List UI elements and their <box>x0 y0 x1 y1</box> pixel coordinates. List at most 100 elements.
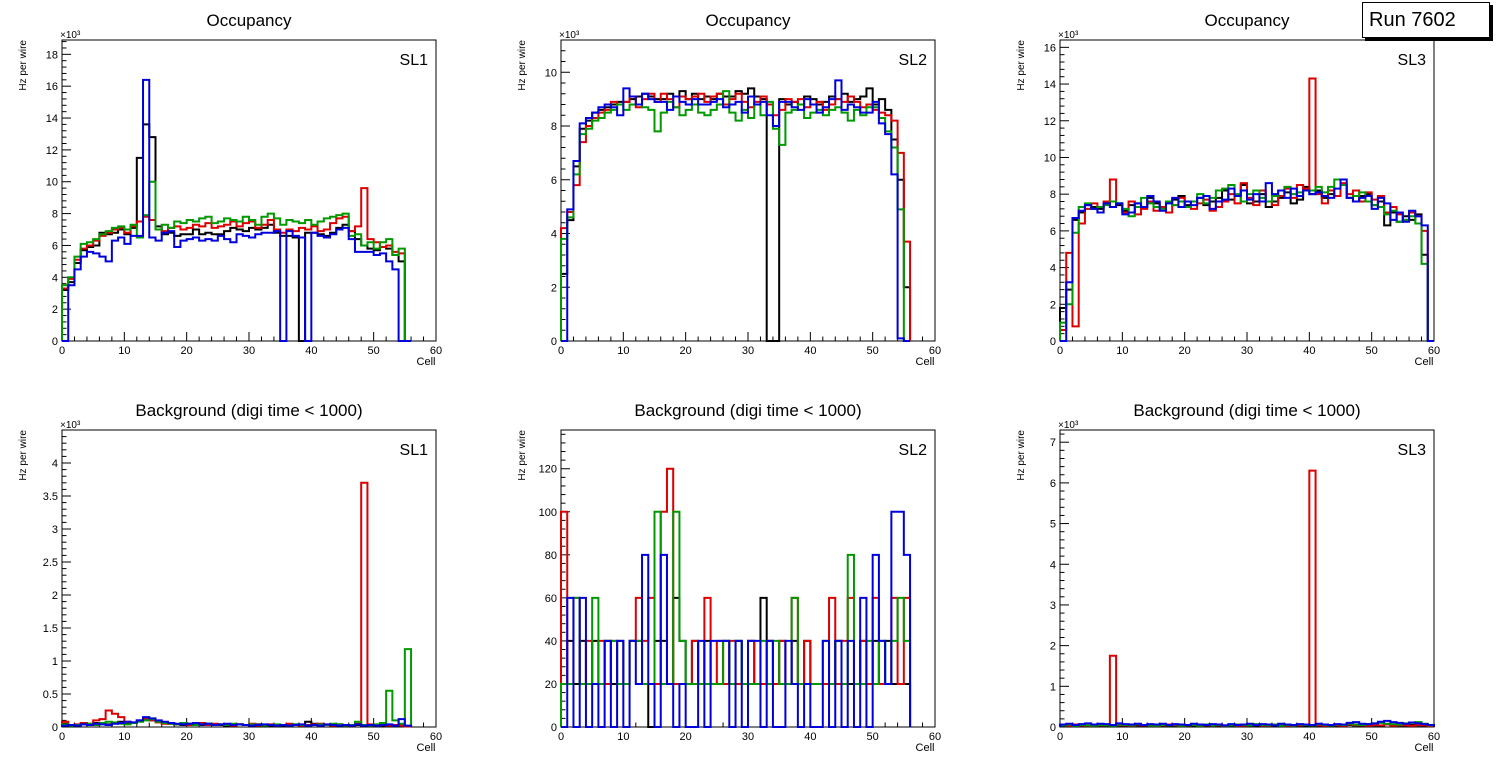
y-tick-label: 20 <box>545 679 557 691</box>
axis-ticks <box>61 41 437 342</box>
y-tick-label: 0 <box>551 722 557 734</box>
x-tick-label: 30 <box>742 345 754 357</box>
histogram-layer4 <box>561 79 911 342</box>
panel-title: Background (digi time < 1000) <box>634 401 861 420</box>
x-axis-label: Cell <box>1415 356 1434 368</box>
y-axis-label: Hz per wire <box>1016 430 1027 481</box>
y-tick-label: 6 <box>1050 478 1056 490</box>
axis-ticks <box>560 39 936 342</box>
x-tick-label: 30 <box>742 731 754 743</box>
y-tick-label: 2 <box>52 590 58 602</box>
y-tick-label: 80 <box>545 550 557 562</box>
x-tick-label: 50 <box>867 345 879 357</box>
histogram-layer4 <box>1059 719 1435 727</box>
panel-title: Background (digi time < 1000) <box>1133 401 1360 420</box>
y-tick-label: 2 <box>551 282 557 294</box>
x-tick-label: 50 <box>1366 345 1378 357</box>
histogram-layer4 <box>61 716 413 727</box>
x-tick-label: 20 <box>680 731 692 743</box>
x-tick-label: 60 <box>1428 731 1440 743</box>
x-tick-label: 20 <box>1179 731 1191 743</box>
x-tick-label: 40 <box>305 345 317 357</box>
histogram-layer2 <box>61 481 413 728</box>
y-tick-label: 2 <box>1050 641 1056 653</box>
y-tick-label: 6 <box>551 175 557 187</box>
y-axis-label: Hz per wire <box>1016 40 1027 91</box>
exponent-label: ×10³ <box>60 420 81 431</box>
x-tick-label: 0 <box>59 345 65 357</box>
x-tick-label: 20 <box>181 731 193 743</box>
y-tick-label: 40 <box>545 636 557 648</box>
panel-label: SL2 <box>899 52 928 69</box>
y-axis-label: Hz per wire <box>18 40 29 91</box>
y-tick-label: 0 <box>1050 722 1056 734</box>
panel-title: Occupancy <box>206 11 292 30</box>
y-tick-label: 0 <box>1050 336 1056 348</box>
y-tick-label: 4 <box>551 229 557 241</box>
y-tick-label: 7 <box>1050 437 1056 449</box>
y-tick-label: 0 <box>52 722 58 734</box>
y-tick-label: 4 <box>1050 559 1056 571</box>
y-tick-label: 4 <box>52 272 58 284</box>
plot-frame <box>61 429 437 728</box>
y-tick-label: 120 <box>539 464 557 476</box>
x-tick-label: 0 <box>1057 345 1063 357</box>
x-axis-label: Cell <box>417 742 436 754</box>
panel-label: SL1 <box>400 442 429 459</box>
x-tick-label: 50 <box>368 731 380 743</box>
y-tick-label: 5 <box>1050 519 1056 531</box>
x-tick-label: 30 <box>243 731 255 743</box>
histogram-layer4 <box>1060 178 1434 342</box>
histogram-layer3 <box>61 648 413 727</box>
y-tick-label: 10 <box>46 177 58 189</box>
y-tick-label: 1 <box>1050 681 1056 693</box>
x-tick-label: 40 <box>804 731 816 743</box>
y-tick-label: 2 <box>1050 299 1056 311</box>
histogram-layer1 <box>560 87 912 342</box>
y-tick-label: 14 <box>46 113 58 125</box>
y-tick-label: 0 <box>551 336 557 348</box>
y-axis-label: Hz per wire <box>517 430 528 481</box>
y-tick-label: 10 <box>1044 152 1056 164</box>
panel-title: Background (digi time < 1000) <box>135 401 362 420</box>
series-group <box>1059 77 1434 342</box>
y-tick-label: 6 <box>1050 226 1056 238</box>
y-tick-label: 8 <box>52 209 58 221</box>
panel-4: Background (digi time < 1000) SL1 ×10³ Hz p… <box>18 401 442 754</box>
x-tick-label: 30 <box>243 345 255 357</box>
y-tick-label: 1 <box>52 656 58 668</box>
y-tick-label: 3.5 <box>43 491 58 503</box>
histogram-layer1 <box>61 123 412 342</box>
y-tick-label: 18 <box>46 49 58 61</box>
y-tick-label: 10 <box>545 67 557 79</box>
x-axis-label: Cell <box>916 742 935 754</box>
histogram-layer4 <box>561 510 912 728</box>
y-tick-label: 2 <box>52 304 58 316</box>
y-axis-label: Hz per wire <box>18 430 29 481</box>
histogram-layer4 <box>62 78 412 342</box>
exponent-label: ×10³ <box>559 30 580 41</box>
x-tick-label: 40 <box>1303 345 1315 357</box>
y-tick-label: 1.5 <box>43 623 58 635</box>
panel-title: Occupancy <box>705 11 791 30</box>
x-tick-label: 50 <box>368 345 380 357</box>
y-tick-label: 16 <box>1044 42 1056 54</box>
x-tick-label: 30 <box>1241 731 1253 743</box>
y-tick-label: 0 <box>52 336 58 348</box>
x-tick-label: 40 <box>1303 731 1315 743</box>
y-tick-label: 3 <box>52 524 58 536</box>
x-axis-label: Cell <box>916 356 935 368</box>
series-group <box>1059 469 1435 728</box>
x-tick-label: 0 <box>1057 731 1063 743</box>
exponent-label: ×10³ <box>60 30 81 41</box>
x-tick-label: 10 <box>118 345 130 357</box>
y-tick-label: 4 <box>52 458 58 470</box>
x-tick-label: 0 <box>558 731 564 743</box>
x-tick-label: 10 <box>1116 731 1128 743</box>
x-tick-label: 60 <box>430 731 442 743</box>
histogram-layer3 <box>61 180 412 342</box>
x-tick-label: 40 <box>804 345 816 357</box>
